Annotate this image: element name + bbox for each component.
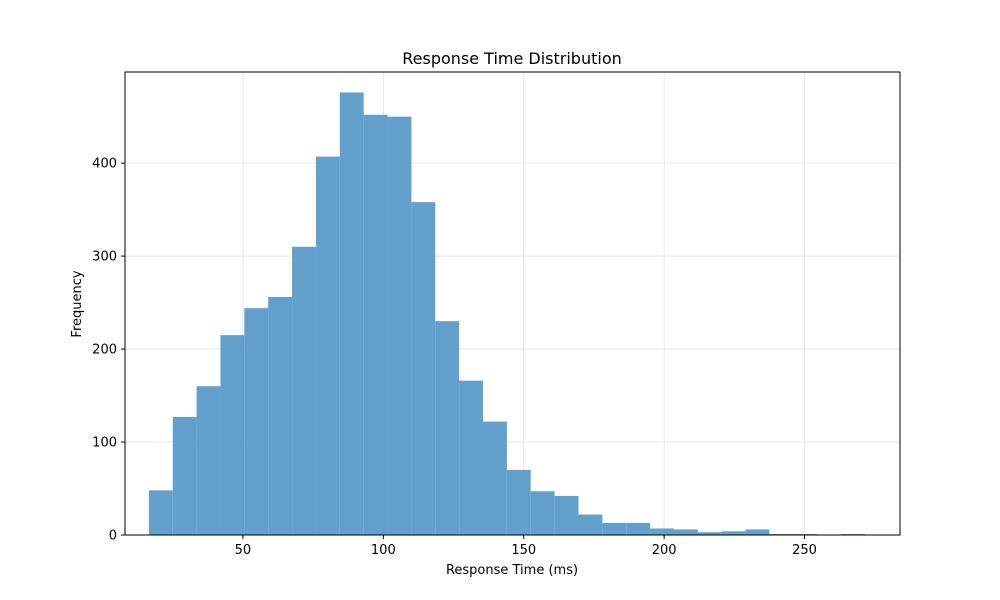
y-tick-label: 100 bbox=[92, 436, 117, 451]
y-axis-label: Frequency bbox=[70, 270, 85, 337]
x-axis-ticks: 50 100 150 200 250 bbox=[235, 535, 817, 558]
histogram-bar bbox=[220, 335, 245, 535]
histogram-bar bbox=[554, 495, 579, 535]
x-tick-label: 200 bbox=[652, 543, 677, 558]
histogram-bar bbox=[172, 416, 197, 535]
x-tick-label: 150 bbox=[511, 543, 536, 558]
plot-frame bbox=[124, 71, 901, 536]
histogram-bar bbox=[411, 202, 436, 535]
histogram-bar bbox=[745, 529, 770, 535]
histogram-bar bbox=[530, 491, 555, 535]
histogram-bar bbox=[244, 308, 269, 535]
x-tick-label: 50 bbox=[235, 543, 252, 558]
histogram-bar bbox=[483, 421, 507, 535]
histogram-bar bbox=[435, 321, 460, 535]
histogram-bar bbox=[363, 114, 388, 536]
y-axis-ticks: 0 100 200 300 400 bbox=[92, 157, 125, 544]
histogram-bar bbox=[387, 116, 412, 536]
histogram-bar bbox=[697, 532, 722, 535]
x-tick-label: 100 bbox=[371, 543, 396, 558]
histogram-bar bbox=[148, 490, 173, 535]
histogram-bar bbox=[196, 386, 221, 535]
chart-title: Response Time Distribution bbox=[402, 49, 622, 68]
y-tick-label: 400 bbox=[92, 157, 117, 172]
histogram-bar bbox=[268, 296, 293, 535]
histogram-bars bbox=[148, 92, 865, 536]
y-tick-label: 300 bbox=[92, 250, 117, 265]
histogram-bar bbox=[602, 522, 627, 535]
y-tick-label: 200 bbox=[92, 343, 117, 358]
histogram-bar bbox=[673, 529, 698, 535]
x-axis-label: Response Time (ms) bbox=[446, 563, 578, 578]
histogram-bar bbox=[578, 514, 603, 535]
histogram-bar bbox=[506, 469, 531, 535]
histogram-bar bbox=[721, 531, 746, 535]
histogram-bar bbox=[292, 246, 316, 535]
histogram-bar bbox=[339, 92, 364, 536]
y-tick-label: 0 bbox=[109, 529, 117, 544]
histogram-bar bbox=[650, 528, 674, 535]
histogram-bar bbox=[315, 156, 340, 535]
histogram-bar bbox=[626, 522, 651, 535]
histogram-bar bbox=[459, 380, 484, 535]
x-tick-label: 250 bbox=[792, 543, 817, 558]
